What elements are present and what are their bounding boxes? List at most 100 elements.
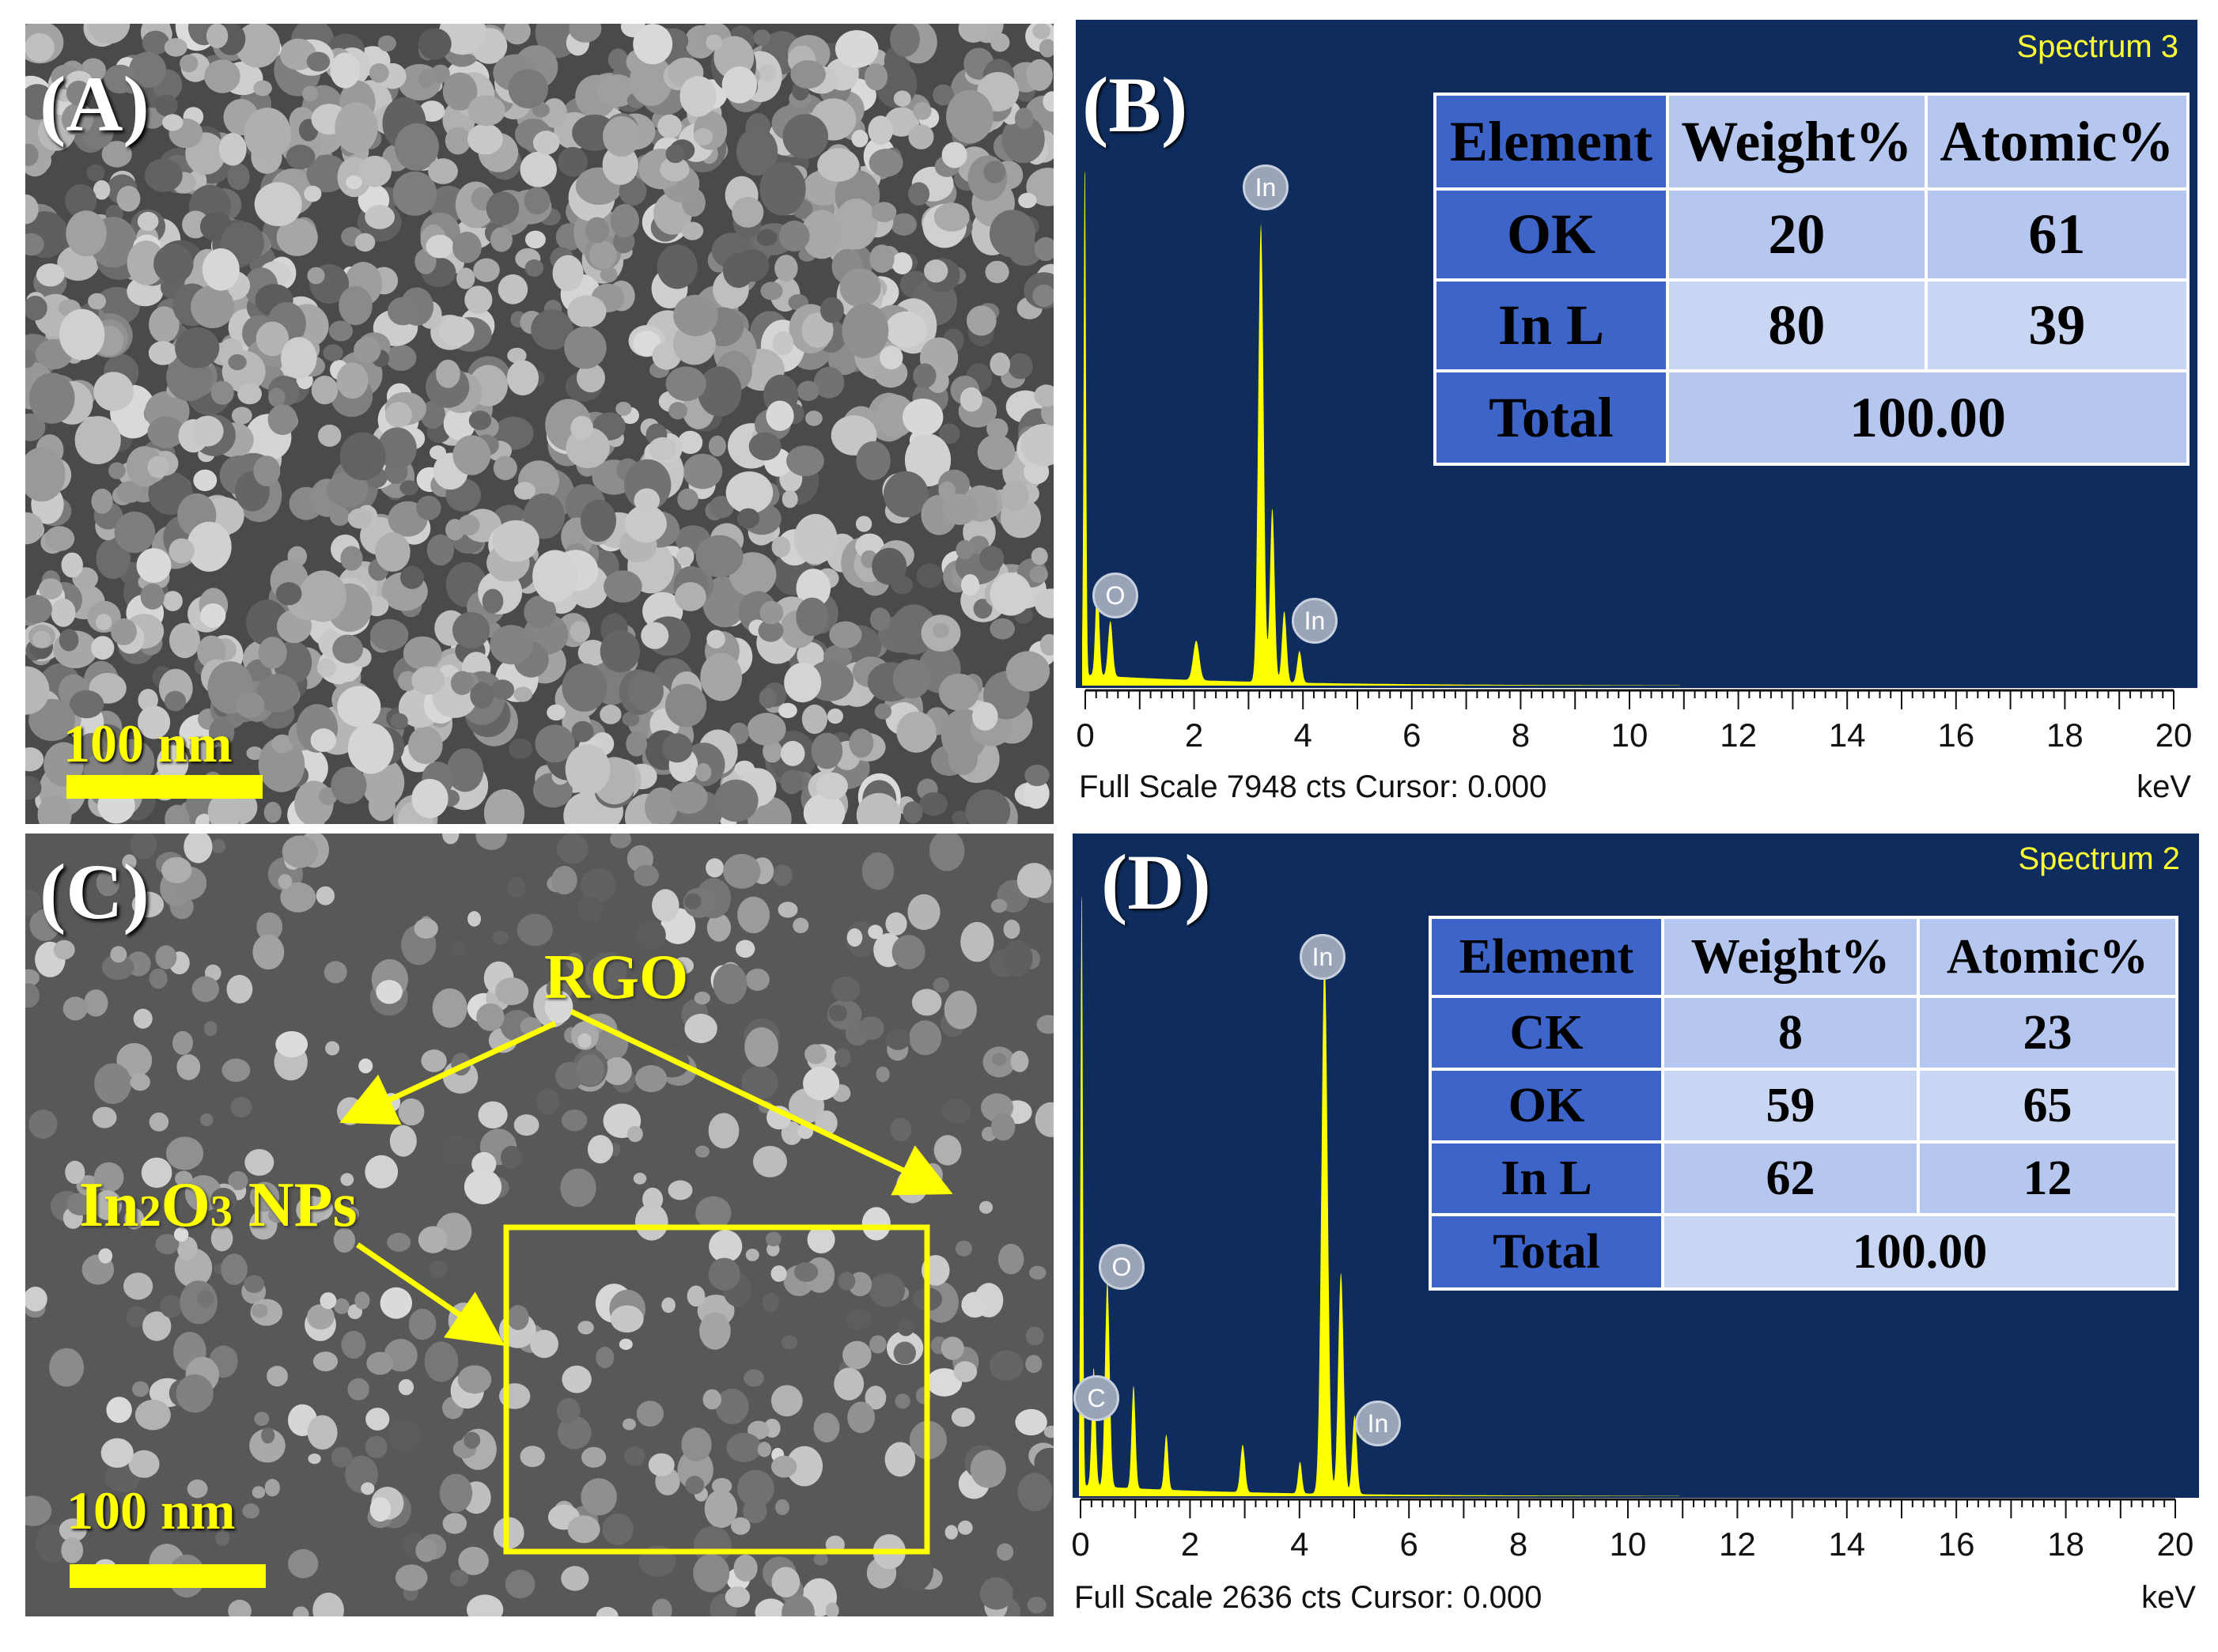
sem-grain	[228, 1171, 248, 1190]
sem-grain	[149, 1112, 169, 1132]
sem-grain	[421, 1049, 447, 1072]
sem-grain	[395, 1564, 428, 1591]
sem-grain	[149, 968, 168, 989]
sem-grain	[108, 462, 126, 479]
sem-grain	[513, 686, 532, 702]
sem-grain	[741, 1065, 778, 1100]
sem-grain	[310, 728, 337, 752]
sem-grain	[953, 1361, 978, 1382]
sem-grain	[916, 563, 944, 588]
sem-grain	[123, 1272, 153, 1300]
sem-grain	[997, 1243, 1024, 1275]
sem-grain	[267, 1207, 287, 1223]
scale-bar-c	[70, 1564, 266, 1588]
sem-grain	[414, 918, 438, 939]
sem-grain	[365, 205, 395, 229]
sem-grain	[136, 548, 172, 583]
sem-grain	[390, 713, 408, 729]
sem-grain	[698, 366, 742, 417]
sem-grain	[439, 1473, 473, 1513]
sem-grain	[377, 427, 417, 470]
sem-grain	[708, 435, 726, 457]
sem-grain	[627, 671, 664, 711]
panel-c-sem-image: (C) RGO In2O3 NPs 100 nm	[25, 834, 1054, 1616]
scale-bar-a	[66, 775, 263, 799]
sem-grain	[652, 889, 679, 922]
sem-grain	[581, 1446, 607, 1468]
sem-grain	[952, 811, 969, 824]
sem-grain	[634, 1064, 668, 1093]
x-tick-label: 20	[2155, 716, 2193, 754]
sem-grain	[736, 127, 778, 176]
sem-grain	[1025, 1326, 1044, 1346]
sem-grain	[1035, 1102, 1054, 1137]
sem-grain	[635, 920, 666, 951]
sem-grain	[441, 1135, 475, 1166]
sem-grain	[807, 1226, 835, 1253]
sem-grain	[320, 1292, 337, 1310]
sem-grain	[607, 48, 628, 71]
sem-grain	[600, 267, 618, 283]
sem-grain	[960, 921, 994, 962]
sem-grain	[221, 1253, 248, 1285]
sem-grain	[885, 311, 927, 348]
sem-grain	[1018, 192, 1037, 209]
sem-grain	[468, 410, 492, 430]
sem-grain	[913, 102, 932, 120]
sem-grain	[603, 1057, 632, 1086]
sem-grain	[897, 1319, 914, 1336]
sem-grain	[312, 1351, 339, 1372]
sem-grain	[347, 508, 373, 529]
sem-grain	[436, 359, 460, 388]
sem-grain	[520, 151, 557, 187]
sem-grain	[84, 989, 108, 1017]
sem-grain	[744, 1027, 778, 1068]
sem-grain	[325, 1041, 340, 1056]
sem-grain	[415, 1538, 437, 1563]
sem-grain	[438, 316, 475, 346]
x-tick-label: 6	[1402, 716, 1421, 754]
sem-grain	[938, 481, 956, 501]
sem-grain	[855, 516, 872, 532]
sem-grain	[66, 210, 107, 257]
sem-grain	[861, 852, 895, 890]
sem-grain	[577, 1033, 592, 1049]
sem-grain	[306, 51, 331, 72]
footer-scale-b: Full Scale 7948 cts Cursor: 0.000	[1079, 769, 1547, 804]
sem-grain	[786, 1446, 823, 1487]
sem-grain	[562, 663, 607, 712]
sem-grain	[323, 344, 343, 361]
table-row-weight: 8	[1661, 995, 1920, 1071]
sem-grain	[442, 1513, 467, 1534]
table-row-atomic: 65	[1916, 1068, 2179, 1144]
sem-grain	[191, 415, 224, 447]
sem-grain	[813, 366, 845, 399]
sem-grain	[418, 28, 452, 60]
sem-grain	[92, 1106, 117, 1128]
sem-grain	[1032, 24, 1050, 40]
sem-grain	[1029, 1265, 1047, 1280]
sem-grain	[672, 957, 694, 974]
sem-grain	[59, 308, 105, 361]
sem-grain	[695, 1196, 732, 1230]
sem-grain	[933, 202, 970, 232]
panel-label-c: (C)	[40, 848, 150, 936]
sem-grain	[332, 634, 363, 663]
sem-grain	[133, 1008, 153, 1029]
sem-grain	[86, 164, 105, 182]
sem-grain	[128, 1450, 160, 1478]
table-row-element: In L	[1433, 278, 1669, 372]
sem-grain	[941, 142, 967, 168]
sem-grain	[711, 1477, 732, 1495]
sem-grain	[760, 282, 783, 301]
peak-label-in-main: In	[1300, 934, 1346, 980]
sem-grain	[203, 1021, 218, 1037]
sem-grain	[699, 1312, 731, 1350]
x-tick-label: 10	[1611, 716, 1648, 754]
sem-grain	[193, 469, 218, 492]
sem-grain	[98, 1248, 113, 1264]
sem-grain	[869, 1335, 887, 1354]
sem-grain	[308, 1454, 321, 1465]
sem-grain	[176, 1374, 214, 1413]
sem-grain	[189, 735, 212, 762]
